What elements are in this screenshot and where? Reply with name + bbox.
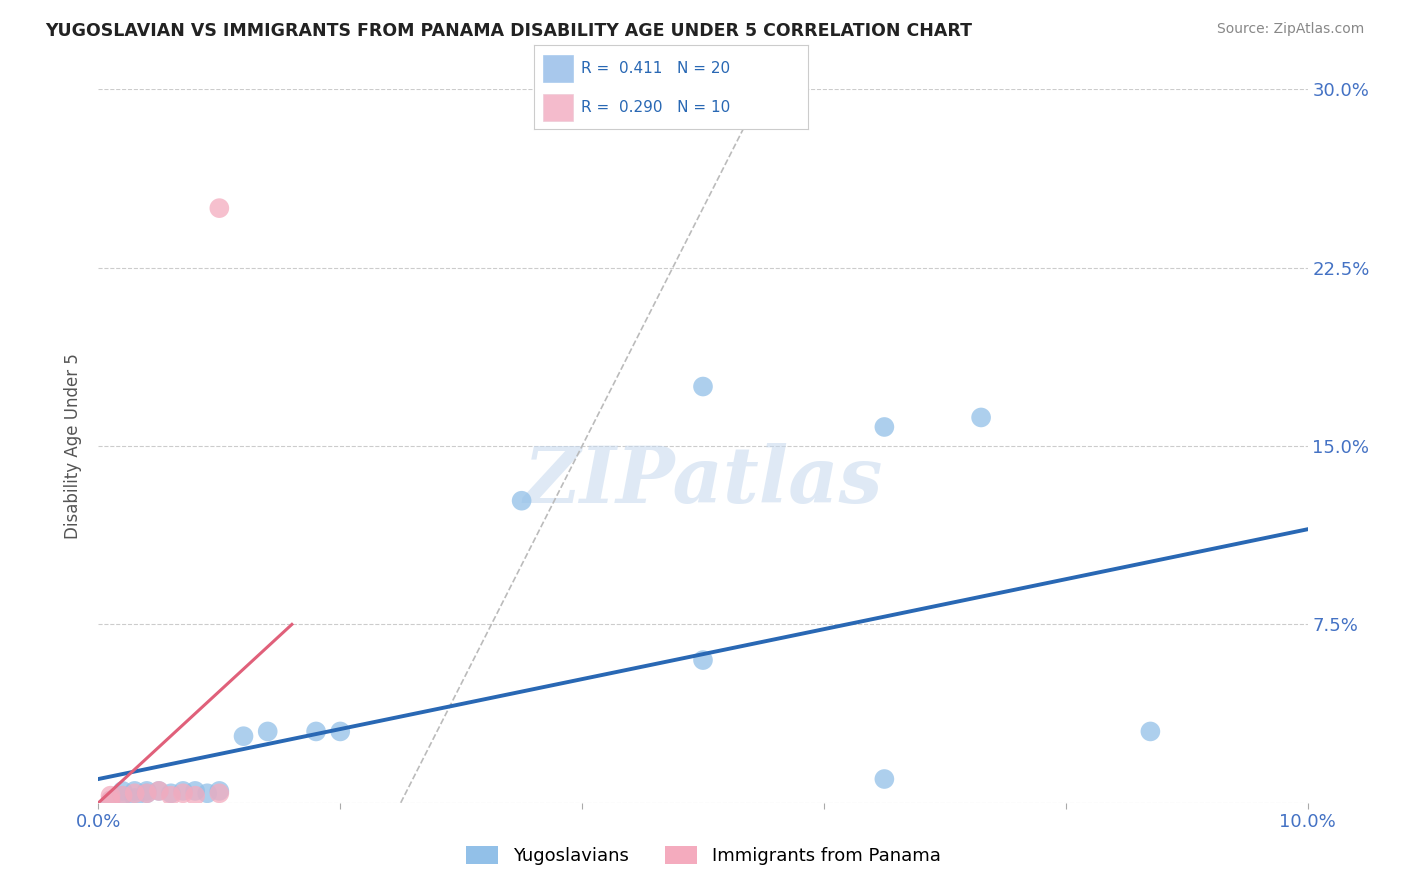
Text: YUGOSLAVIAN VS IMMIGRANTS FROM PANAMA DISABILITY AGE UNDER 5 CORRELATION CHART: YUGOSLAVIAN VS IMMIGRANTS FROM PANAMA DI…	[45, 22, 972, 40]
Point	[208, 786, 231, 800]
Point	[111, 789, 134, 803]
Legend: Yugoslavians, Immigrants from Panama: Yugoslavians, Immigrants from Panama	[458, 838, 948, 872]
Point	[208, 784, 231, 798]
Text: ZIPatlas: ZIPatlas	[523, 443, 883, 520]
Point	[256, 724, 278, 739]
Point	[184, 784, 207, 798]
Point	[160, 786, 183, 800]
Point	[195, 786, 218, 800]
Point	[873, 772, 896, 786]
Point	[873, 420, 896, 434]
Point	[160, 789, 183, 803]
Point	[510, 493, 533, 508]
Point	[172, 786, 194, 800]
Text: Source: ZipAtlas.com: Source: ZipAtlas.com	[1216, 22, 1364, 37]
Point	[148, 784, 170, 798]
Point	[124, 791, 146, 805]
Point	[970, 410, 993, 425]
Point	[172, 784, 194, 798]
Text: R =  0.290   N = 10: R = 0.290 N = 10	[581, 100, 730, 115]
Point	[148, 784, 170, 798]
Point	[100, 793, 122, 807]
Point	[305, 724, 328, 739]
Point	[111, 789, 134, 803]
FancyBboxPatch shape	[543, 54, 572, 82]
Text: R =  0.411   N = 20: R = 0.411 N = 20	[581, 61, 730, 76]
Point	[692, 379, 714, 393]
Point	[232, 729, 254, 743]
Y-axis label: Disability Age Under 5: Disability Age Under 5	[65, 353, 83, 539]
Point	[124, 784, 146, 798]
Point	[111, 784, 134, 798]
Point	[124, 786, 146, 800]
Point	[135, 786, 157, 800]
Point	[100, 789, 122, 803]
Point	[100, 793, 122, 807]
Point	[692, 653, 714, 667]
Point	[208, 201, 231, 215]
Point	[1139, 724, 1161, 739]
Point	[135, 786, 157, 800]
Point	[184, 789, 207, 803]
FancyBboxPatch shape	[543, 94, 572, 120]
Point	[329, 724, 352, 739]
Point	[135, 784, 157, 798]
